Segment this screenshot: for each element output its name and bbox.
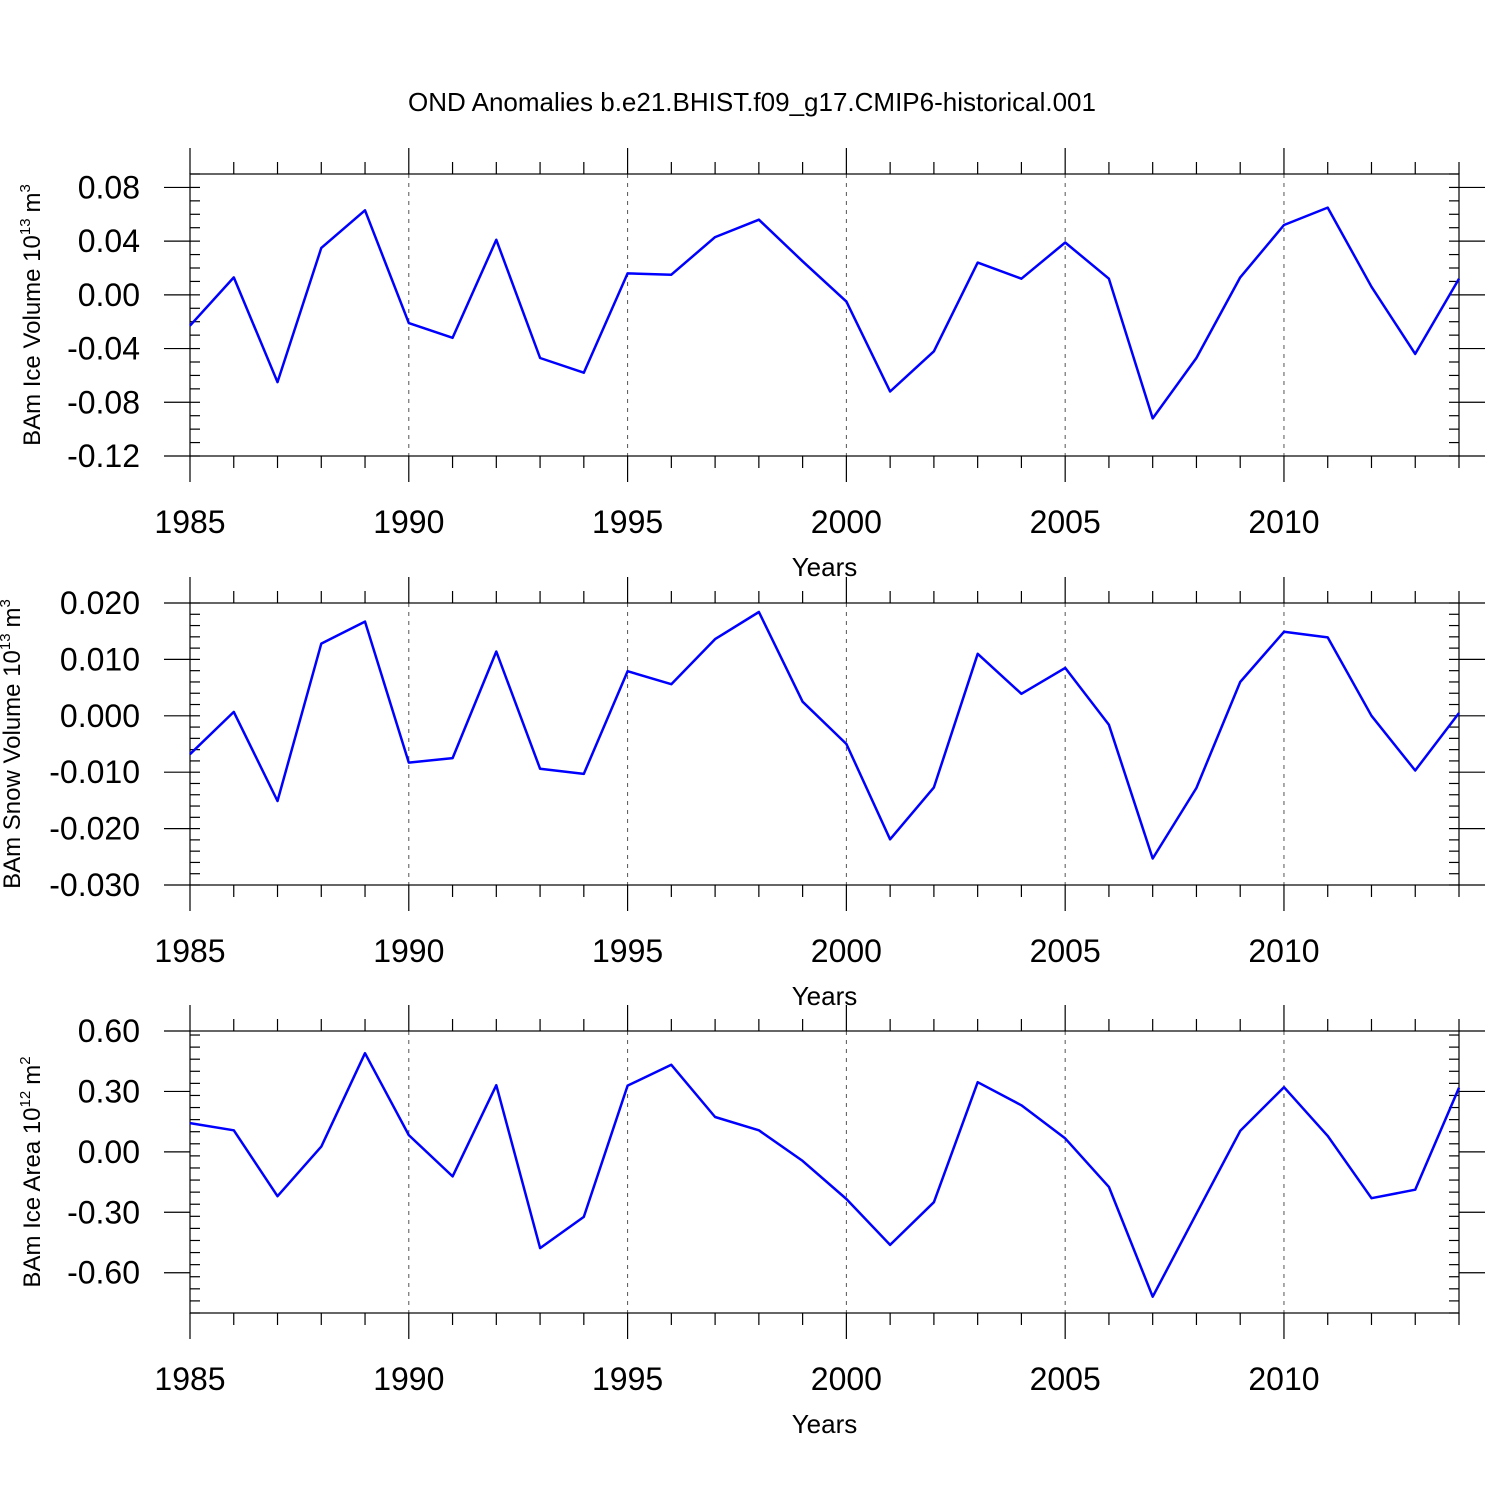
x-tick-label: 1990 [373,1361,444,1397]
x-tick-label: 1985 [154,1361,225,1397]
y-tick-label: -0.030 [49,867,140,903]
x-tick-label: 2000 [811,504,882,540]
y-axis-title-unit: m [19,1065,46,1085]
y-axis-title: BAm Ice Volume 1013 m3 [17,184,46,446]
y-axis-title-text: BAm Ice Volume 10 [19,235,46,446]
y-tick-label: 0.60 [78,1013,140,1049]
y-tick-label: 0.04 [78,223,140,259]
y-axis-title: BAm Ice Area 1012 m2 [17,1056,46,1287]
x-tick-label: 1995 [592,933,663,969]
x-tick-label: 1990 [373,933,444,969]
chart-panel-2: -0.030 -0.020 -0.010 0.000 0.010 0.020 1985 199… [0,577,1485,1011]
x-tick-label: 1995 [592,1361,663,1397]
y-tick-label: -0.08 [67,384,140,420]
y-tick-label: 0.00 [78,277,140,313]
y-tick-label: -0.04 [67,331,140,367]
y-axis-title: BAm Snow Volume 1013 m3 [0,599,26,889]
y-axis-title-unit: m [19,192,46,212]
x-tick-label: 1985 [154,933,225,969]
x-tick-label: 2010 [1248,1361,1319,1397]
x-tick-label: 1990 [373,504,444,540]
y-tick-label: 0.010 [60,641,140,677]
y-tick-label: 0.00 [78,1134,140,1170]
x-tick-label: 1995 [592,504,663,540]
y-tick-label: -0.30 [67,1194,140,1230]
y-tick-label: -0.010 [49,754,140,790]
x-tick-label: 2010 [1248,504,1319,540]
series-line-1 [189,206,1461,420]
y-tick-label: -0.60 [67,1255,140,1291]
x-axis-title: Years [792,981,858,1011]
y-axis-title-text: BAm Ice Area 10 [19,1107,46,1287]
series-line-1 [189,610,1460,860]
x-tick-label: 2000 [811,1361,882,1397]
plot-frame [189,602,1460,886]
y-axis-title-text: BAm Snow Volume 10 [0,650,26,889]
chart-panels: -0.12 -0.08 -0.04 0.00 0.04 0.08 1985 1990 1995 2… [0,148,1485,1439]
y-tick-label: 0.30 [78,1073,140,1109]
series-line-1 [189,1051,1461,1298]
chart-panel-1: -0.12 -0.08 -0.04 0.00 0.04 0.08 1985 1990 1995 2… [17,148,1485,582]
y-tick-label: 0.020 [60,585,140,621]
y-tick-label: -0.12 [67,438,140,474]
x-tick-label: 2005 [1030,504,1101,540]
x-tick-label: 2005 [1030,933,1101,969]
y-axis-title-exponent: 12 [17,1091,34,1108]
plot-frame [189,1030,1460,1314]
x-tick-label: 1985 [154,504,225,540]
y-axis-title-unit-exponent: 2 [17,1056,34,1064]
y-axis-title-unit: m [0,607,26,627]
y-axis-title-unit-exponent: 3 [0,599,14,607]
y-tick-label: -0.020 [49,811,140,847]
figure-title: OND Anomalies b.e21.BHIST.f09_g17.CMIP6-… [408,87,1096,117]
plot-frame [189,173,1460,457]
x-axis-title: Years [792,1409,858,1439]
y-tick-label: 0.000 [60,698,140,734]
x-tick-label: 2000 [811,933,882,969]
x-tick-label: 2005 [1030,1361,1101,1397]
x-axis-title: Years [792,552,858,582]
x-tick-label: 2010 [1248,933,1319,969]
chart-panel-3: -0.60 -0.30 0.00 0.30 0.60 1985 1990 1995 2000 20… [17,1005,1485,1439]
y-axis-title-exponent: 13 [0,633,14,650]
y-axis-title-unit-exponent: 3 [17,184,34,192]
y-tick-label: 0.08 [78,169,140,205]
y-axis-title-exponent: 13 [17,218,34,235]
